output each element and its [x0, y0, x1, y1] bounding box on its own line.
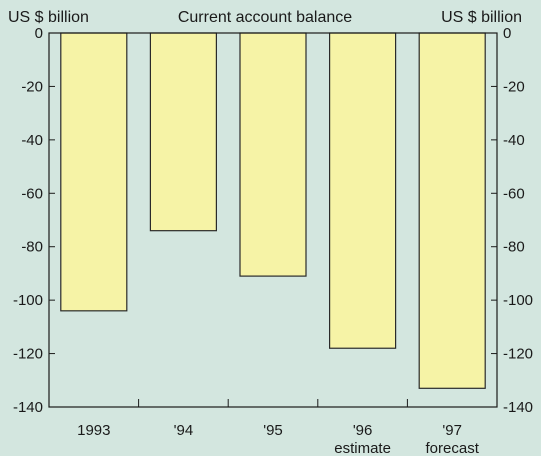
right-y-tick-label: -120 [503, 346, 533, 363]
bar [329, 32, 397, 349]
x-tick-sublabel: estimate [334, 440, 391, 456]
x-tick-label: '96 [353, 422, 373, 439]
x-tick-label: 1993 [77, 422, 110, 439]
right-y-tick-label: -100 [503, 292, 533, 309]
chart-title: Current account balance [178, 9, 352, 26]
right-y-tick-label: -20 [503, 78, 525, 95]
right-y-tick-label: -140 [503, 399, 533, 416]
left-y-tick-label: -120 [13, 346, 43, 363]
right-y-tick-label: -40 [503, 132, 525, 149]
x-tick-sublabel: forecast [426, 440, 480, 456]
plot-area: 0 0 -20 -20 -40 -40 -60 -60 -80 -80 -100 -100 -120 -1… [13, 25, 533, 456]
left-y-tick-label: -100 [13, 292, 43, 309]
plot-frame [48, 32, 498, 408]
left-y-tick-label: -20 [21, 78, 43, 95]
left-y-tick-label: -60 [21, 185, 43, 202]
right-y-tick-label: -60 [503, 185, 525, 202]
left-y-tick-label: -40 [21, 132, 43, 149]
bar [239, 32, 307, 277]
right-y-tick-label: 0 [503, 25, 511, 42]
bar [149, 32, 217, 232]
left-y-tick-label: -140 [13, 399, 43, 416]
x-tick-label: '94 [174, 422, 194, 439]
bar [60, 32, 128, 312]
bar [418, 32, 486, 389]
left-y-tick-label: -80 [21, 239, 43, 256]
right-unit-label: US $ billion [441, 9, 522, 26]
left-y-tick-label: 0 [35, 25, 43, 42]
right-y-tick-label: -80 [503, 239, 525, 256]
x-tick-label: '95 [263, 422, 283, 439]
x-tick-label: '97 [442, 422, 462, 439]
left-unit-label: US $ billion [8, 9, 89, 26]
